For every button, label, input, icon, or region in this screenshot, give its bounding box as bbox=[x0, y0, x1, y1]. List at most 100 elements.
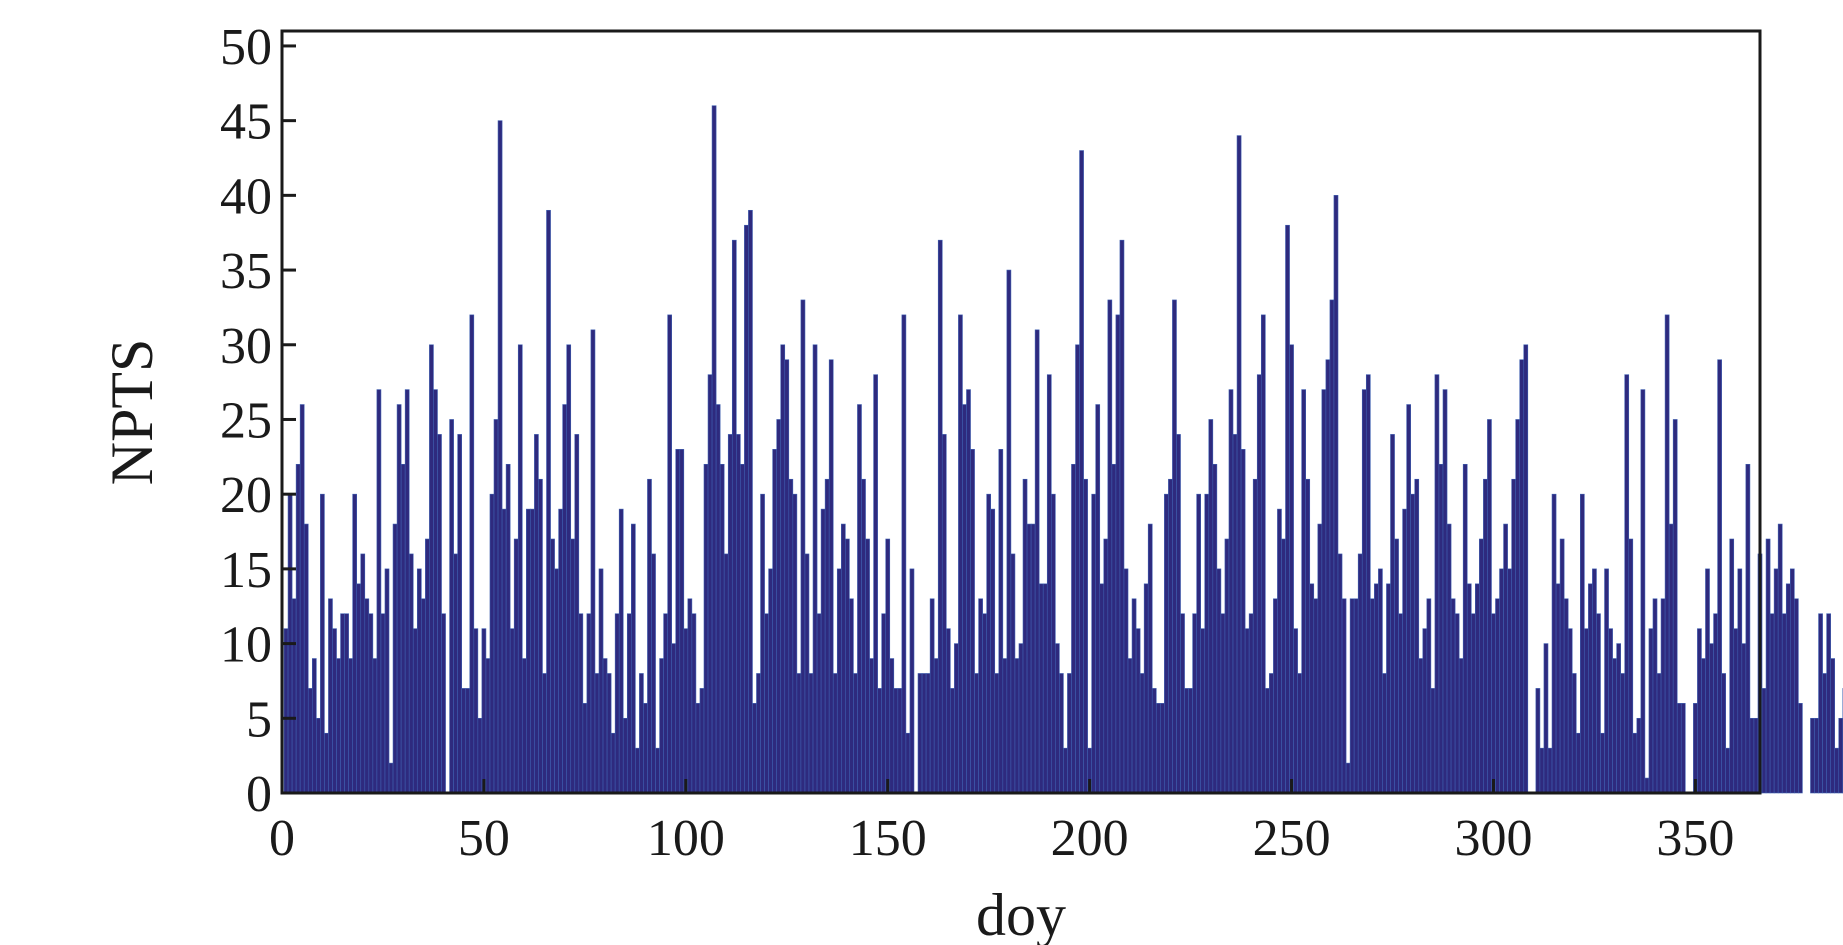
bar bbox=[1079, 150, 1084, 794]
bar bbox=[1164, 493, 1169, 794]
bar bbox=[1781, 613, 1787, 794]
bar bbox=[881, 613, 887, 794]
bar bbox=[1769, 613, 1775, 794]
bar bbox=[303, 523, 309, 794]
plot-frame bbox=[280, 29, 1762, 795]
bar bbox=[1180, 613, 1185, 794]
bar bbox=[606, 673, 612, 794]
bar bbox=[465, 688, 471, 794]
bar bbox=[1773, 568, 1779, 794]
bar bbox=[1438, 463, 1444, 794]
bar bbox=[336, 658, 341, 794]
bar bbox=[1511, 478, 1516, 794]
bar bbox=[1761, 688, 1767, 794]
bar bbox=[1325, 359, 1331, 794]
bar bbox=[1313, 598, 1319, 794]
bar bbox=[719, 463, 725, 794]
bar bbox=[1794, 598, 1799, 794]
bar bbox=[1293, 628, 1298, 794]
bar bbox=[368, 613, 374, 794]
x-tick-label: 250 bbox=[1253, 810, 1331, 867]
bar bbox=[1059, 673, 1064, 794]
bar bbox=[509, 628, 515, 794]
bar bbox=[1349, 598, 1355, 794]
bar bbox=[1063, 747, 1068, 794]
bar bbox=[1006, 269, 1012, 794]
bar bbox=[1814, 717, 1819, 794]
bar bbox=[1083, 478, 1088, 794]
bar bbox=[1446, 523, 1452, 794]
bar bbox=[1563, 598, 1569, 794]
bar bbox=[756, 673, 761, 794]
bar bbox=[715, 404, 721, 794]
bar bbox=[667, 314, 672, 794]
bar bbox=[857, 404, 862, 794]
bar bbox=[1830, 658, 1836, 794]
bar bbox=[1034, 329, 1040, 794]
bar bbox=[566, 344, 572, 794]
bar bbox=[570, 538, 576, 794]
bar bbox=[1434, 374, 1440, 794]
bar bbox=[1204, 493, 1210, 794]
bar bbox=[1353, 598, 1359, 794]
bar bbox=[1668, 523, 1674, 794]
bar bbox=[768, 568, 773, 794]
bar bbox=[631, 523, 636, 794]
bar bbox=[635, 747, 640, 794]
bar bbox=[1321, 389, 1327, 794]
bar bbox=[1584, 628, 1589, 794]
bar bbox=[1232, 434, 1238, 794]
bar bbox=[849, 598, 854, 794]
bar bbox=[998, 449, 1004, 794]
bar bbox=[1256, 374, 1262, 794]
bar bbox=[1729, 538, 1735, 794]
bar bbox=[1095, 404, 1101, 794]
bar bbox=[461, 688, 467, 794]
bar bbox=[489, 493, 495, 794]
bar bbox=[1656, 673, 1662, 794]
bar bbox=[1818, 613, 1823, 794]
bar bbox=[316, 717, 321, 794]
bar bbox=[1123, 568, 1129, 794]
bar bbox=[578, 613, 584, 794]
y-tick-label: 45 bbox=[220, 94, 272, 151]
bar bbox=[1620, 673, 1626, 794]
bar bbox=[748, 209, 753, 794]
bar bbox=[679, 449, 685, 794]
bar bbox=[1067, 673, 1072, 794]
bar bbox=[966, 389, 971, 794]
bar bbox=[1329, 299, 1335, 794]
x-tick-label: 0 bbox=[269, 810, 295, 867]
bar bbox=[873, 374, 878, 794]
bar bbox=[311, 658, 317, 794]
bar bbox=[897, 688, 903, 794]
bar bbox=[893, 688, 899, 794]
bar bbox=[618, 508, 624, 794]
y-tick-label: 40 bbox=[220, 168, 272, 225]
bar bbox=[416, 568, 422, 794]
bar bbox=[1652, 598, 1658, 794]
bar bbox=[1458, 658, 1464, 794]
bar bbox=[1838, 717, 1843, 794]
bar bbox=[954, 643, 959, 794]
bar bbox=[501, 508, 507, 794]
bar bbox=[425, 538, 430, 794]
bar bbox=[1111, 463, 1117, 794]
bar bbox=[1273, 598, 1278, 794]
bar bbox=[1147, 523, 1153, 794]
bar bbox=[517, 344, 523, 794]
bars-group bbox=[283, 105, 1843, 794]
bar bbox=[1208, 419, 1214, 794]
bar bbox=[986, 493, 992, 794]
bar bbox=[1741, 643, 1747, 794]
bar bbox=[1107, 299, 1113, 794]
bar bbox=[513, 538, 519, 794]
bar bbox=[735, 434, 741, 794]
bar bbox=[1135, 628, 1141, 794]
bar bbox=[1701, 658, 1706, 794]
bar bbox=[740, 463, 745, 794]
bar bbox=[1127, 658, 1133, 794]
bar bbox=[663, 613, 668, 794]
bar bbox=[1789, 568, 1795, 794]
bar bbox=[1046, 374, 1052, 794]
